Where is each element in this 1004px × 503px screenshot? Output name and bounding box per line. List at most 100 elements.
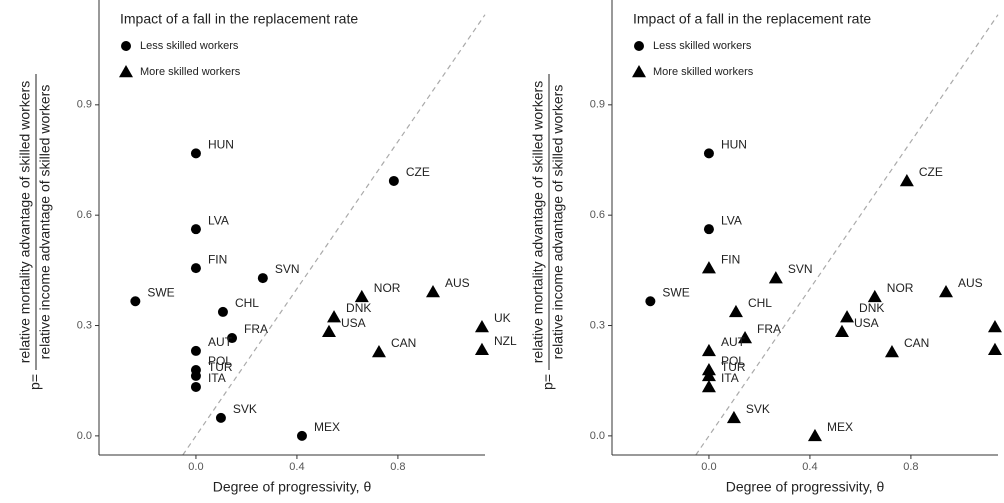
triangle-point — [807, 428, 822, 442]
circle-point — [296, 430, 307, 441]
y-axis-label: relative mortality advantage of skilled … — [17, 74, 53, 390]
x-axis-label: Degree of progressivity, θ — [213, 479, 372, 495]
point-label: TUR — [721, 360, 746, 374]
y-label-denominator: relative income advantage of skilled wor… — [37, 85, 53, 360]
y-label-numerator: relative mortality advantage of skilled … — [17, 81, 33, 363]
circle-point — [190, 370, 201, 381]
circle-point — [645, 296, 656, 307]
y-label-prefix: p= — [540, 374, 556, 390]
y-tick-label: 0.0 — [590, 430, 605, 442]
panel: 0.0 0.3 0.6 0.9 0.0 0.4 0.8 Degree of progressi… — [530, 0, 1002, 495]
point-label: CHL — [748, 296, 772, 310]
legend-label: Less skilled workers — [653, 40, 752, 52]
y-tick-label: 0.9 — [590, 99, 605, 111]
x-tick-label: 0.4 — [802, 461, 817, 473]
point-label: SVN — [275, 262, 300, 276]
reference-line — [182, 14, 486, 456]
point-label: FIN — [721, 252, 740, 266]
y-label-numerator: relative mortality advantage of skilled … — [530, 81, 546, 363]
point-label: FIN — [208, 252, 227, 266]
point-label: AUT — [208, 335, 233, 349]
y-tick-label: 0.3 — [77, 319, 92, 331]
point-label: ITA — [721, 371, 739, 385]
point-label: NOR — [887, 281, 914, 295]
circle-point — [190, 148, 201, 159]
point-label: LVA — [721, 213, 742, 227]
point-label: AUS — [958, 276, 983, 290]
y-label-denominator: relative income advantage of skilled wor… — [550, 85, 566, 360]
y-tick-label: 0.6 — [590, 209, 605, 221]
circle-point — [227, 333, 238, 344]
legend-title: Impact of a fall in the replacement rate — [633, 11, 871, 27]
y-tick-label: 0.6 — [77, 209, 92, 221]
reference-line — [695, 14, 999, 456]
x-tick-label: 0.0 — [701, 461, 716, 473]
circle-point — [121, 41, 131, 51]
point-label: SWE — [662, 285, 689, 299]
x-tick-label: 0.8 — [903, 461, 918, 473]
triangle-point — [425, 285, 440, 298]
point-label: ITA — [208, 371, 226, 385]
triangle-point — [701, 261, 716, 274]
triangle-point — [728, 304, 743, 318]
point-label: SWE — [147, 285, 174, 299]
triangle-point — [884, 345, 899, 358]
point-label: DNK — [859, 301, 884, 315]
y-label-prefix: p= — [27, 374, 43, 390]
triangle-point — [321, 324, 336, 338]
legend-title: Impact of a fall in the replacement rate — [120, 11, 358, 27]
legend-label: More skilled workers — [140, 66, 241, 78]
point-label: NZL — [494, 334, 517, 348]
point-label: POL — [721, 354, 745, 368]
point-label: CAN — [904, 336, 929, 350]
triangle-point — [726, 410, 741, 424]
circle-point — [215, 412, 226, 423]
triangle-point — [474, 319, 489, 333]
point-label: SVK — [746, 402, 770, 416]
circle-point — [257, 273, 268, 284]
triangle-point — [119, 65, 133, 78]
x-tick-label: 0.4 — [289, 461, 304, 473]
triangle-point — [987, 319, 1002, 333]
y-tick-label: 0.9 — [77, 99, 92, 111]
panel: 0.0 0.3 0.6 0.9 0.0 0.4 0.8 Degree of progressi… — [17, 0, 517, 495]
triangle-point — [327, 310, 342, 323]
triangle-point — [899, 173, 914, 187]
triangle-point — [701, 343, 716, 357]
circle-point — [388, 175, 399, 186]
y-tick-label: 0.3 — [590, 319, 605, 331]
y-tick-label: 0.0 — [77, 430, 92, 442]
point-label: MEX — [314, 420, 340, 434]
circle-point — [130, 296, 141, 307]
point-label: FRA — [757, 322, 781, 336]
x-tick-label: 0.8 — [390, 461, 405, 473]
circle-point — [703, 224, 714, 235]
point-label: POL — [208, 354, 232, 368]
triangle-point — [938, 285, 953, 298]
legend-label: Less skilled workers — [140, 40, 239, 52]
circle-point — [190, 381, 201, 392]
point-label: USA — [854, 316, 879, 330]
triangle-point — [738, 331, 753, 344]
triangle-point — [834, 324, 849, 338]
point-label: FRA — [244, 322, 268, 336]
point-label: CAN — [391, 336, 416, 350]
point-label: CZE — [406, 165, 430, 179]
circle-point — [190, 224, 201, 235]
circle-point — [703, 148, 714, 159]
point-label: AUT — [721, 335, 746, 349]
triangle-point — [701, 368, 716, 382]
point-label: CZE — [919, 165, 943, 179]
triangle-point — [840, 310, 855, 323]
point-label: USA — [341, 316, 366, 330]
legend-label: More skilled workers — [653, 66, 754, 78]
point-label: HUN — [208, 138, 234, 152]
point-label: TUR — [208, 360, 233, 374]
triangle-point — [867, 289, 882, 303]
triangle-point — [768, 271, 783, 284]
point-label: SVK — [233, 402, 257, 416]
point-label: DNK — [346, 301, 371, 315]
point-label: AUS — [445, 276, 470, 290]
